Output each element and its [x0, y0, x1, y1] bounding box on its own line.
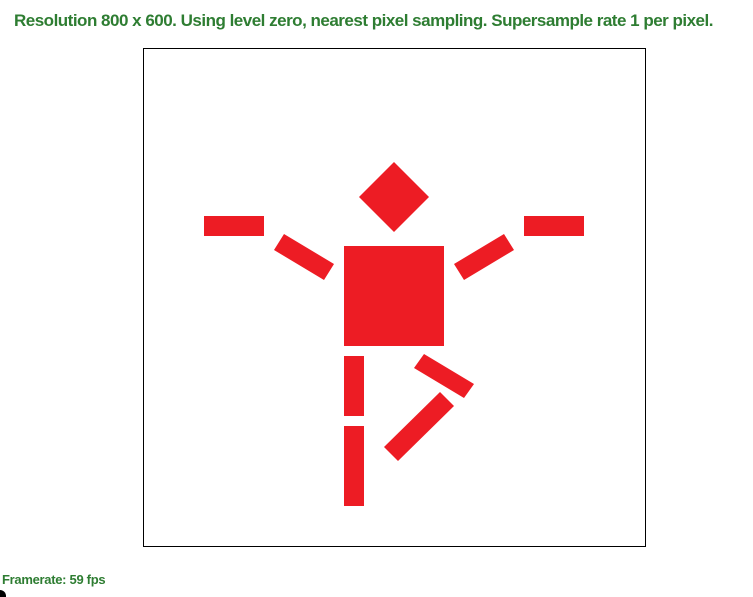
figure-head — [359, 162, 429, 232]
figure-left-hand — [204, 216, 264, 236]
figure-right-thigh — [414, 354, 474, 398]
figure-left-thigh — [344, 356, 364, 416]
figure-right-hand — [524, 216, 584, 236]
framerate-text: Framerate: 59 fps — [2, 572, 106, 587]
figure-torso — [344, 246, 444, 346]
figure-right-shin — [384, 392, 454, 461]
render-status-text: Resolution 800 x 600. Using level zero, … — [14, 11, 713, 30]
cursor-corner-icon — [0, 590, 6, 597]
figure-left-forearm — [274, 234, 334, 280]
figure-left-shin — [344, 426, 364, 506]
figure-right-forearm — [454, 234, 514, 280]
